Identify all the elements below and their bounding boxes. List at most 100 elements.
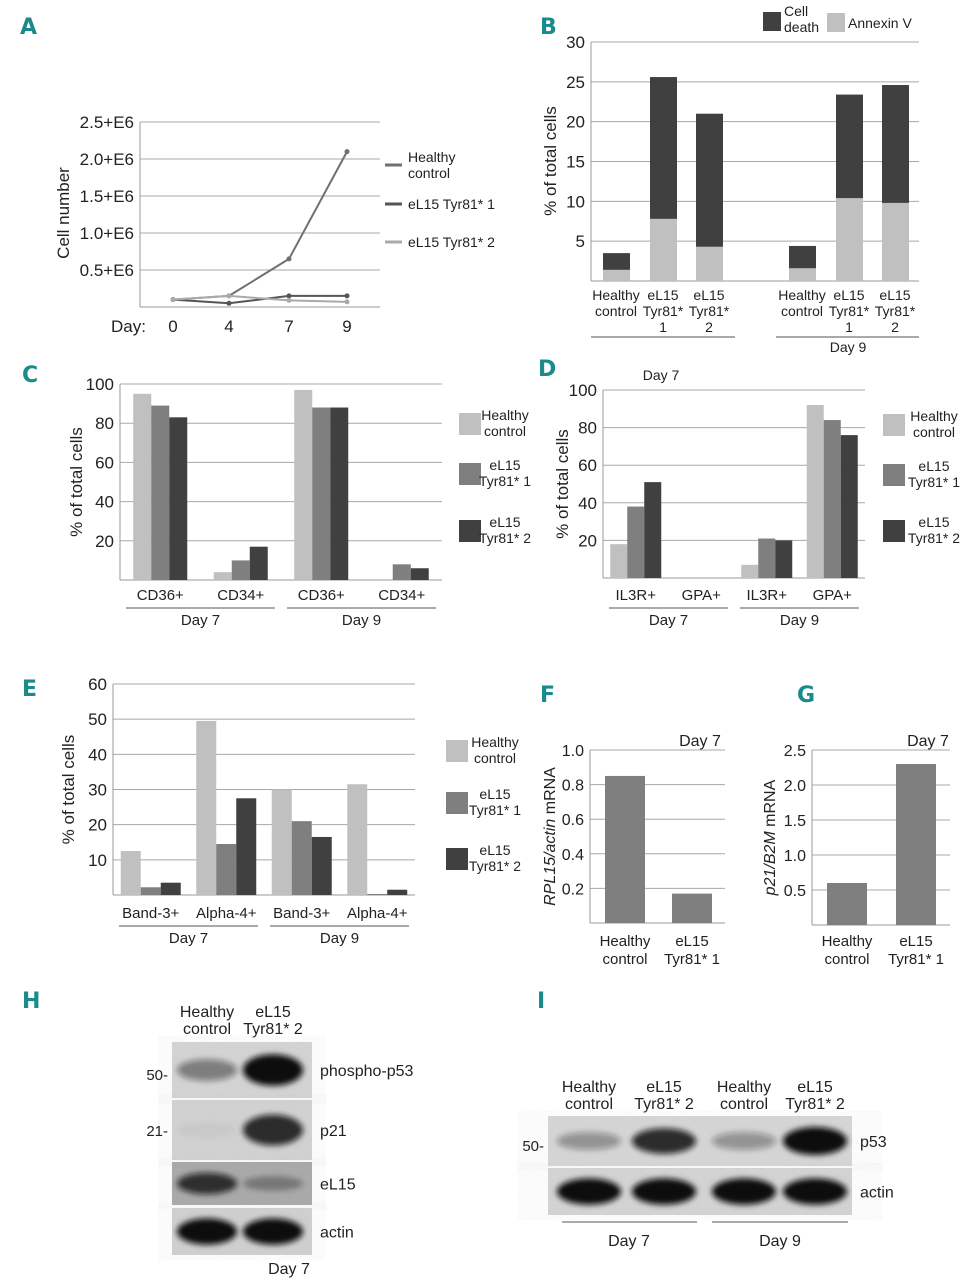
group-label: Day 7 — [181, 612, 220, 629]
lane-header: Tyr81* 2 — [243, 1021, 303, 1038]
legend-label: Healthy — [471, 734, 518, 750]
x-tick-label: Tyr81* — [829, 303, 870, 319]
group-label: Day 7 — [169, 930, 208, 947]
blot-row-label: p21 — [320, 1123, 347, 1140]
bar — [627, 506, 645, 578]
x-axis-prefix: Day: — [111, 317, 146, 336]
x-tick-label: Tyr81* — [689, 303, 730, 319]
legend-label: control — [913, 424, 955, 440]
y-tick-label: 10 — [566, 192, 585, 211]
y-tick-label: 1.0 — [562, 743, 584, 760]
y-tick-label: 60 — [578, 456, 597, 475]
y-tick-label: 20 — [95, 532, 114, 551]
panel-label: D — [538, 357, 556, 382]
y-tick-label: 15 — [566, 153, 585, 172]
legend-label: Tyr81* 2 — [908, 530, 960, 546]
panel-label: E — [22, 677, 37, 702]
legend-label: eL15 — [479, 842, 510, 858]
blot-row-label: p53 — [860, 1134, 887, 1151]
bar — [151, 405, 170, 580]
bar — [387, 889, 408, 895]
bar — [410, 568, 429, 580]
bar — [236, 798, 257, 895]
x-tick-label: GPA+ — [813, 587, 853, 604]
y-axis-label: % of total cells — [541, 106, 560, 216]
panel-label: B — [540, 15, 557, 40]
x-tick-label: 4 — [224, 317, 233, 336]
protein-band — [557, 1132, 621, 1150]
x-tick-label: CD34+ — [217, 587, 264, 604]
bar — [311, 836, 332, 895]
legend-label: Healthy — [481, 407, 528, 423]
y-tick-label: 30 — [566, 33, 585, 52]
x-tick-label: 9 — [342, 317, 351, 336]
legend-label: Tyr81* 1 — [469, 802, 521, 818]
x-tick-label: CD36+ — [137, 587, 184, 604]
protein-band — [712, 1178, 776, 1205]
y-tick-label: 1.5 — [784, 813, 806, 830]
y-tick-label: 80 — [95, 414, 114, 433]
legend-label: Tyr81* 1 — [479, 473, 531, 489]
panel-label: I — [537, 989, 545, 1014]
chart-title: Day 7 — [679, 733, 721, 750]
bar — [169, 417, 188, 580]
y-tick-label: 40 — [95, 493, 114, 512]
bar — [672, 893, 712, 923]
legend-label: control — [484, 423, 526, 439]
blot-row-label: actin — [320, 1225, 354, 1242]
bar-segment — [789, 245, 816, 269]
y-tick-label: 2.0 — [784, 778, 806, 795]
panel-label: F — [540, 683, 555, 708]
protein-band — [177, 1122, 237, 1138]
bar — [840, 435, 858, 578]
bar-segment — [696, 246, 723, 281]
blot-row — [172, 1162, 312, 1205]
data-point — [286, 256, 292, 262]
data-point — [344, 149, 350, 155]
bar-segment — [789, 268, 816, 281]
legend-label: eL15 — [479, 786, 510, 802]
protein-band — [243, 1054, 303, 1086]
legend-swatch — [446, 740, 468, 762]
lane-header: Healthy — [717, 1079, 771, 1096]
x-tick-label: eL15 — [833, 287, 864, 303]
y-tick-label: 20 — [578, 531, 597, 550]
x-tick-label: eL15 — [899, 933, 932, 950]
x-tick-label: Alpha-4+ — [196, 905, 257, 922]
x-tick-label: Tyr81* — [875, 303, 916, 319]
group-label: Day 9 — [759, 1233, 801, 1250]
lane-header: Tyr81* 2 — [634, 1096, 694, 1113]
legend-label: control — [474, 750, 516, 766]
bar — [249, 546, 268, 580]
y-tick-label: 1.0+E6 — [80, 224, 134, 243]
bar — [605, 775, 645, 923]
y-axis-label: % of total cells — [59, 735, 78, 845]
protein-band — [783, 1178, 847, 1205]
mw-marker: 50- — [146, 1067, 168, 1084]
x-tick-label: control — [602, 951, 647, 968]
x-tick-label: 2 — [891, 319, 899, 335]
blot-row — [548, 1168, 852, 1215]
x-tick-label: GPA+ — [682, 587, 722, 604]
protein-band — [177, 1059, 237, 1081]
group-label: Day 9 — [342, 612, 381, 629]
y-tick-label: 1.5+E6 — [80, 187, 134, 206]
bar — [213, 572, 232, 580]
protein-band — [632, 1128, 696, 1154]
bar — [392, 564, 411, 580]
bar — [347, 784, 368, 895]
x-tick-label: Healthy — [600, 933, 651, 950]
bar — [216, 844, 237, 895]
legend-label: eL15 Tyr81* 1 — [408, 196, 495, 212]
legend-label: Healthy — [408, 149, 455, 165]
panel-label: C — [22, 363, 38, 388]
y-tick-label: 60 — [95, 453, 114, 472]
y-tick-label: 0.4 — [562, 847, 584, 864]
bar — [806, 405, 824, 578]
panel-label: H — [22, 989, 40, 1014]
y-axis-label-gene: RPL15/actin — [542, 819, 559, 906]
legend-swatch — [446, 792, 468, 814]
x-tick-label: IL3R+ — [747, 587, 788, 604]
y-tick-label: 2.0+E6 — [80, 150, 134, 169]
protein-band — [632, 1178, 696, 1205]
